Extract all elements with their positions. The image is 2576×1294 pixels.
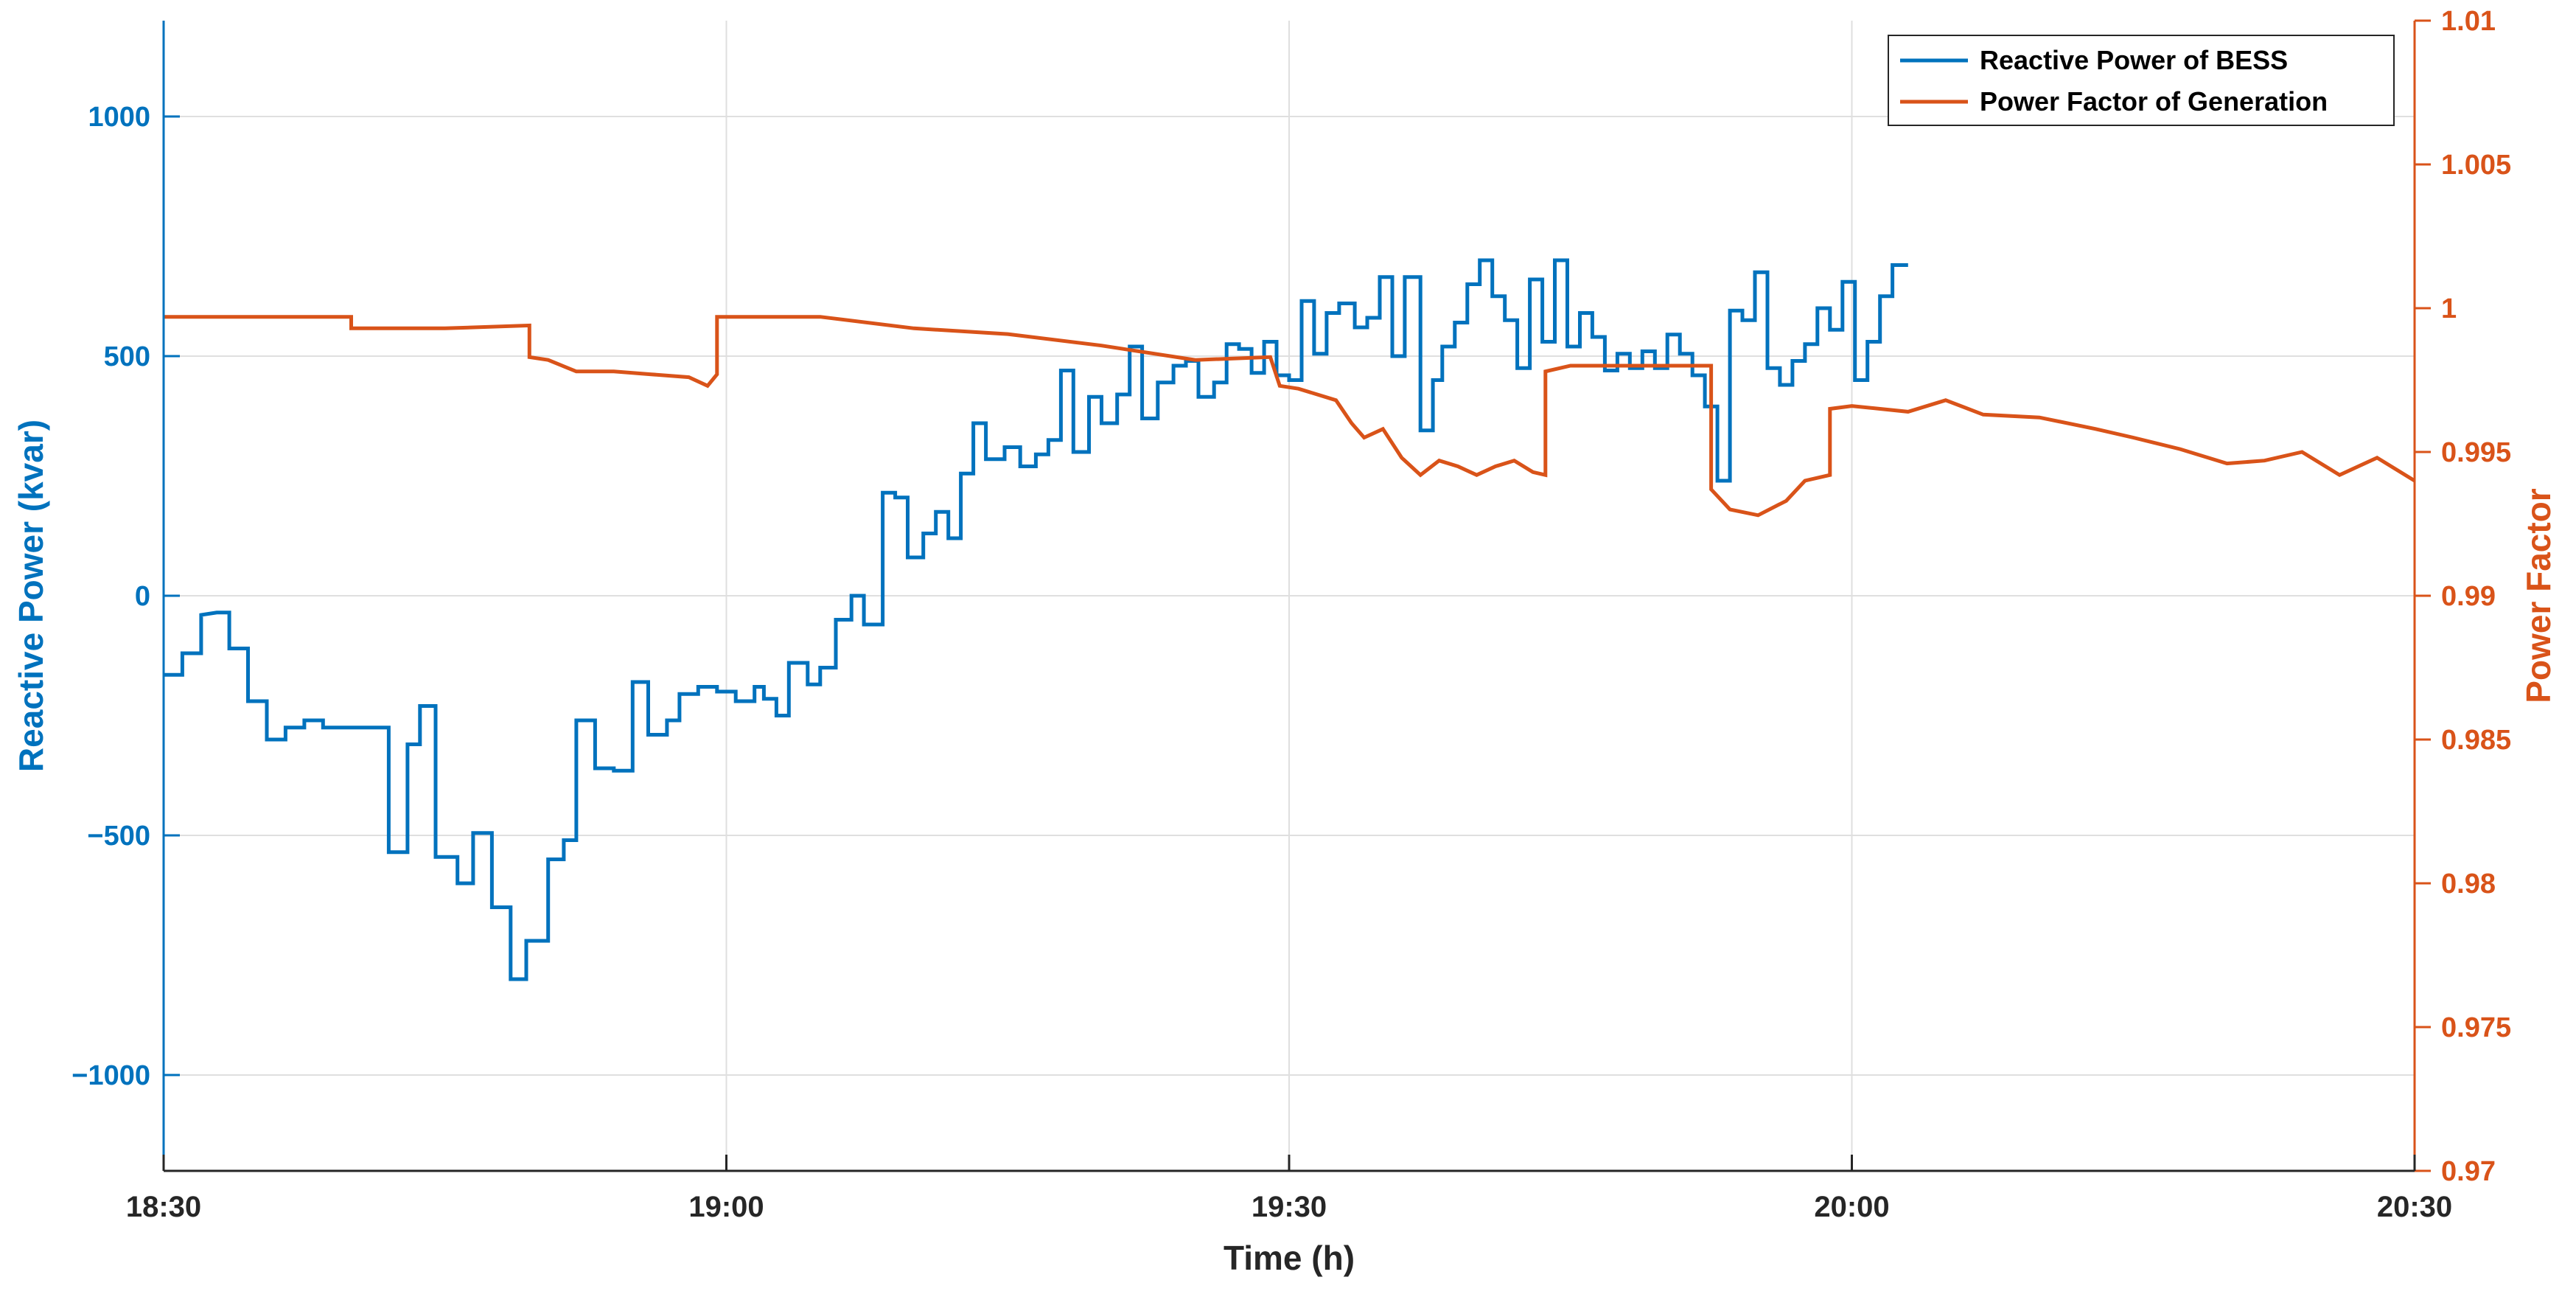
axes: −1000 −500 0 500 1000 0.97 0.975 0.98 0.985 0.99 0… [12,6,2558,1277]
series-line-1 [164,258,1908,981]
left-tick-label: −1000 [71,1060,150,1091]
left-tick-label: 500 [104,341,150,372]
x-tick-label: 20:00 [1814,1191,1889,1223]
right-tick-label: 1.005 [2441,150,2511,181]
x-tick-label: 20:30 [2377,1191,2452,1223]
plot-area [164,258,2416,981]
legend-label-2: Power Factor of Generation [1980,86,2328,116]
right-tick-label: 0.985 [2441,725,2511,756]
legend: Reactive Power of BESS Power Factor of Ge… [1888,35,2395,126]
legend-box [1888,35,2395,126]
right-tick-label: 0.97 [2441,1156,2496,1187]
right-tick-label: 0.975 [2441,1012,2511,1043]
right-tick-label: 1.01 [2441,6,2496,37]
legend-label-1: Reactive Power of BESS [1980,45,2288,75]
left-axis-label: Reactive Power (kvar) [12,420,50,772]
right-tick-label: 0.98 [2441,869,2496,900]
left-tick-label: 0 [135,581,150,612]
x-axis-label: Time (h) [1224,1239,1355,1277]
left-tick-label: −500 [87,821,150,852]
right-axis-label: Power Factor [2519,488,2558,703]
right-tick-label: 1 [2441,293,2457,324]
x-tick-label: 18:30 [126,1191,201,1223]
left-tick-label: 1000 [88,102,150,133]
x-tick-label: 19:30 [1252,1191,1327,1223]
right-tick-label: 0.995 [2441,437,2511,468]
right-tick-label: 0.99 [2441,581,2496,612]
series-line-2 [164,315,2416,518]
x-tick-label: 19:00 [688,1191,764,1223]
